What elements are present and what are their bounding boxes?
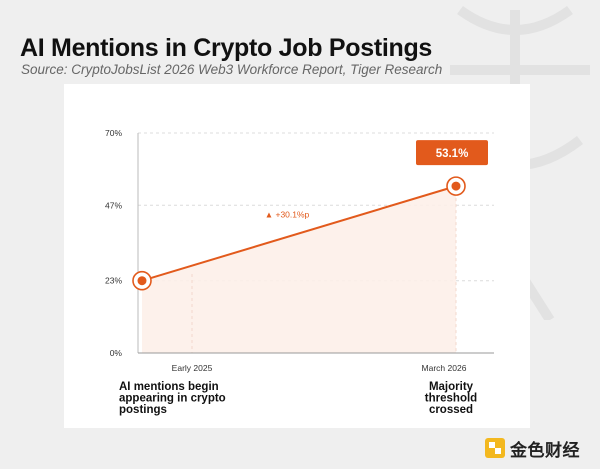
x-tick-label: Early 2025: [172, 363, 213, 373]
brand-watermark: 金色财经: [484, 435, 580, 461]
y-tick-label: 47%: [105, 200, 122, 210]
y-tick-label: 70%: [105, 128, 122, 138]
chart-source: Source: CryptoJobsList 2026 Web3 Workfor…: [21, 62, 443, 77]
brand-text: 金色财经: [510, 440, 580, 460]
value-callout-box: [416, 140, 488, 166]
golden-square-logo-icon: [485, 438, 505, 458]
change-label: ▲ +30.1%p: [265, 209, 310, 219]
value-callout-label: 53.1%: [436, 148, 469, 160]
point-description-march: Majority threshold crossed: [425, 381, 477, 416]
chart-title: AI Mentions in Crypto Job Postings: [20, 34, 433, 62]
series-line: [141, 185, 457, 282]
data-point-early-2025: [132, 270, 152, 291]
value-callout: 53.1%: [416, 140, 488, 166]
area-fill: [142, 186, 456, 353]
chart-card: 0% 23% 47% 70% 53.1% ▲ +30.1%p Early 2025 Ma…: [64, 84, 530, 428]
line-chart: 0% 23% 47% 70% 53.1% ▲ +30.1%p Early 2025 Ma…: [105, 128, 494, 416]
x-tick-label: March 2026: [422, 363, 467, 373]
point-description-early: AI mentions begin appearing in crypto post…: [119, 381, 226, 416]
data-point-march-2026: [446, 176, 466, 196]
y-tick-label: 0%: [110, 348, 123, 358]
y-tick-label: 23%: [105, 276, 122, 286]
